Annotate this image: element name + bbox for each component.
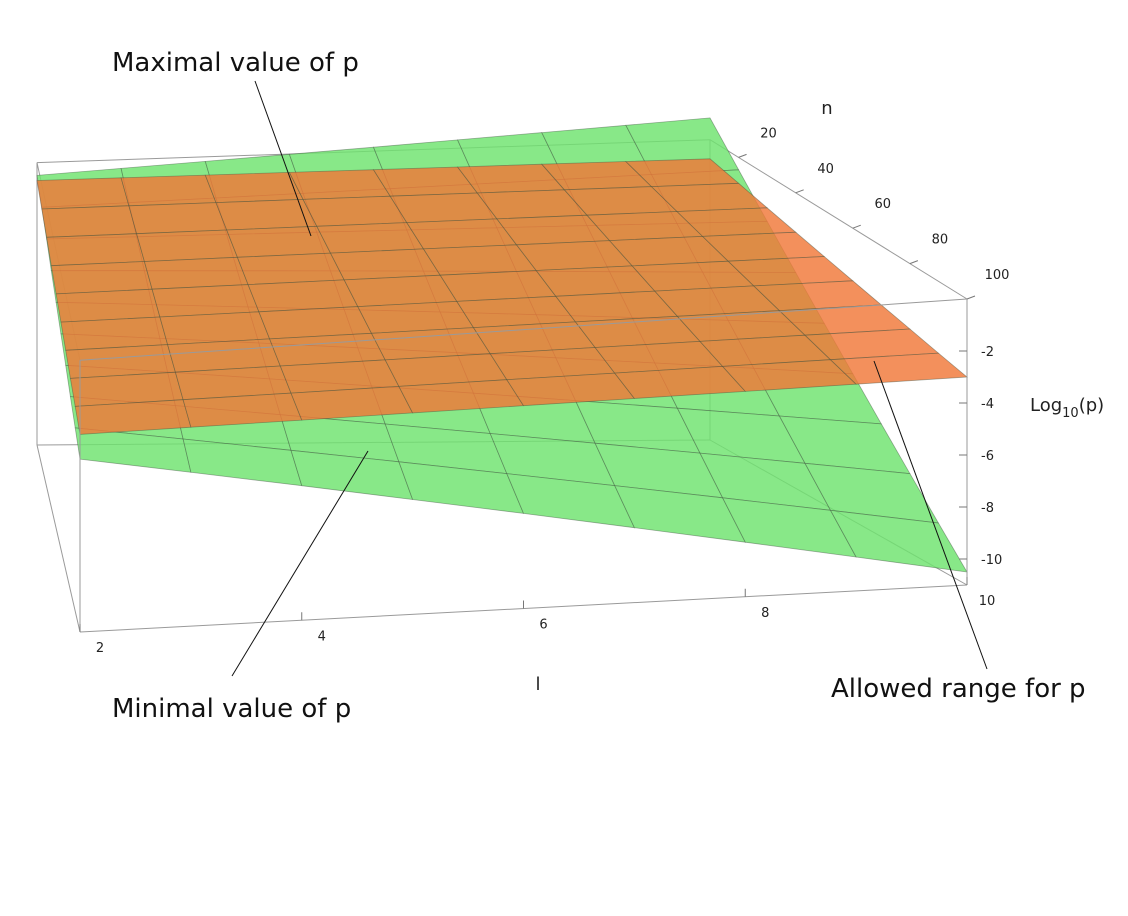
leader-allowed-range [873, 360, 988, 670]
z-tick-label: -4 [981, 397, 994, 412]
surface-patch [55, 288, 161, 323]
x-tick-label: 10 [979, 594, 996, 609]
y-tick-mark [909, 260, 919, 265]
box-edge [36, 444, 81, 633]
z-axis-label: Log10(p) [1030, 395, 1104, 421]
surface-patch [136, 229, 238, 262]
surface-patch [204, 171, 304, 204]
z-tick-label: -10 [981, 553, 1002, 568]
surface-patch [36, 177, 130, 210]
x-tick-label: 4 [318, 629, 326, 644]
box-edge [709, 139, 968, 300]
y-tick-label: 60 [875, 197, 892, 212]
leader-maximal [254, 80, 312, 237]
y-axis-label: n [821, 98, 832, 119]
y-tick-label: 100 [985, 268, 1010, 283]
surface-patch [50, 261, 153, 295]
box-edge [79, 298, 968, 361]
annotation-maximal: Maximal value of p [112, 48, 359, 78]
axis-ticks: 2 4 6 8 10 20 40 60 80 100 -2 -4 -6 -8 -10 [79, 126, 1010, 656]
z-tick-label: -2 [981, 345, 994, 360]
surface-patch [302, 195, 408, 227]
surface-patch [151, 284, 260, 318]
annotation-minimal: Minimal value of p [112, 694, 351, 724]
z-axis-label-main: Log [1030, 395, 1062, 416]
y-tick-mark [852, 224, 861, 229]
x-tick-label: 8 [761, 606, 769, 621]
y-tick-label: 80 [932, 233, 949, 248]
x-axis-label: l [535, 674, 540, 695]
surface-patch [46, 233, 145, 267]
annotation-allowed-range: Allowed range for p [831, 674, 1086, 704]
y-tick-label: 40 [817, 162, 834, 177]
surface-patch [128, 202, 228, 235]
y-tick-label: 20 [760, 126, 777, 141]
surface-patch [422, 244, 537, 276]
surface-patch [226, 225, 332, 258]
surface-patch [215, 198, 318, 231]
surface-patch [329, 248, 441, 281]
surface-patch [288, 169, 391, 200]
surface-patch [120, 174, 217, 207]
surface-maximal-p [36, 158, 969, 435]
z-axis-label-tail: (p) [1079, 395, 1104, 416]
surface-patch [41, 205, 138, 238]
y-tick-mark [738, 153, 747, 158]
y-tick-mark [795, 189, 804, 194]
z-tick-label: -6 [981, 449, 994, 464]
z-tick-label: -8 [981, 501, 994, 516]
z-axis-label-sub: 10 [1062, 406, 1079, 421]
surface-patch [247, 279, 359, 313]
x-tick-label: 2 [96, 641, 104, 656]
surface-patch [316, 222, 425, 254]
surface-patch [236, 252, 345, 286]
surface-patch [829, 509, 968, 573]
surface-patch [143, 256, 249, 290]
y-tick-mark [966, 295, 976, 300]
leader-minimal [231, 450, 369, 677]
surface-patch [439, 270, 557, 302]
x-tick-label: 6 [539, 618, 547, 633]
